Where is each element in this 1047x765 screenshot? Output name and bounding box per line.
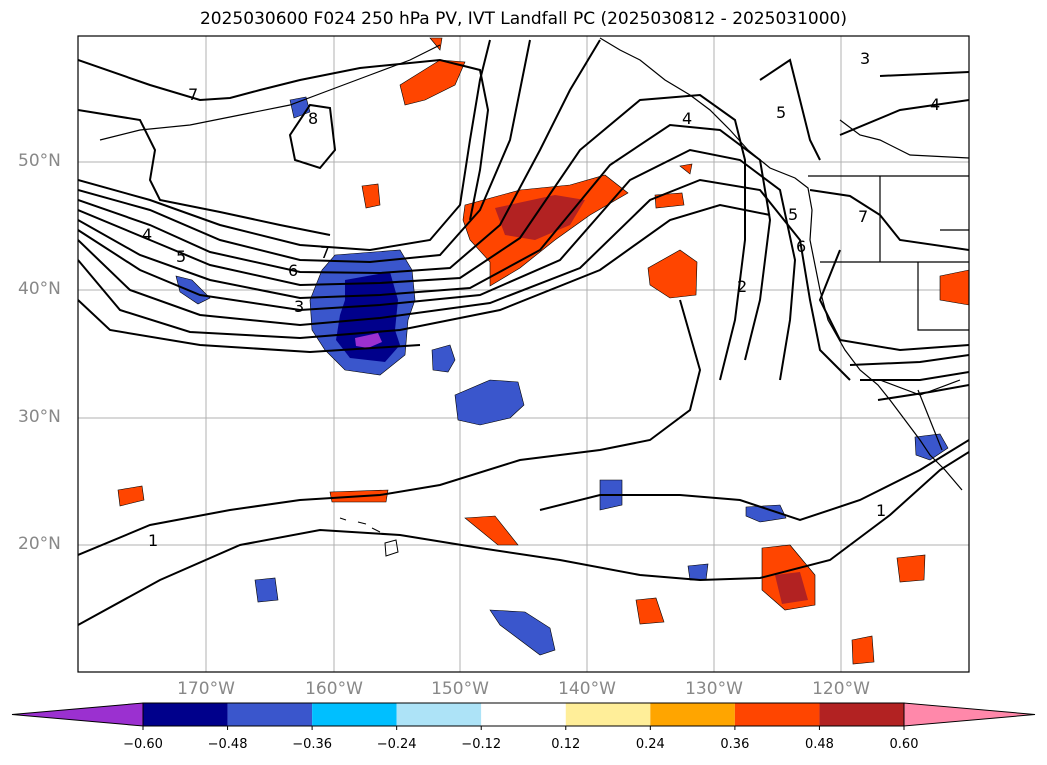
colorbar-tick-label: 0.48	[804, 737, 834, 752]
coastlines	[99, 37, 969, 491]
contour-label: 8	[308, 109, 318, 128]
pv-negative-blob	[254, 577, 279, 603]
colorbar-bin	[481, 703, 566, 726]
contour-label: 5	[776, 103, 786, 122]
lon-label: 130°W	[685, 679, 743, 699]
lon-label: 170°W	[177, 679, 235, 699]
pv-negative-blob	[454, 379, 525, 426]
hawaiian-islands	[339, 517, 399, 557]
colorbar-bin	[819, 703, 904, 726]
contour-label: 4	[142, 225, 152, 244]
pv-positive-blob	[896, 554, 926, 583]
pv-positive-blob	[429, 37, 443, 51]
lat-label: 30°N	[18, 407, 61, 427]
contour-label: 1	[876, 501, 886, 520]
pv-positive-blob	[851, 635, 875, 665]
colorbar-extend-max	[903, 702, 1036, 727]
pv-positive-blob	[939, 269, 969, 306]
pv-positive-core	[495, 195, 585, 240]
colorbar-bin	[734, 703, 820, 726]
pv-positive-core	[775, 572, 808, 604]
colorbar-bin	[650, 703, 735, 726]
map-frame	[77, 35, 970, 673]
contour-labels: 7 8 4 5 7 6 3 4 5 2 1 1 3 5 6 7 4	[142, 49, 940, 550]
pv-negative-blob	[745, 504, 787, 523]
pv-positive-blob	[464, 515, 519, 546]
pv-anomaly-fills	[117, 37, 969, 665]
colorbar-tick-label: 0.60	[889, 737, 919, 752]
pv-positive-blob	[361, 183, 381, 209]
pv-positive-blob	[399, 59, 466, 106]
pv-positive-blob	[117, 485, 145, 507]
colorbar-tick-label: −0.60	[123, 737, 163, 752]
pv-negative-blob	[431, 344, 456, 373]
pv-negative-blob	[489, 609, 556, 656]
colorbar-tick-label: 0.36	[720, 737, 750, 752]
colorbar-frame	[142, 702, 905, 727]
contour-label: 5	[176, 247, 186, 266]
colorbar	[11, 702, 1036, 730]
colorbar-tick-label: −0.12	[461, 737, 502, 752]
lon-label: 120°W	[812, 679, 870, 699]
contour-label: 7	[188, 85, 198, 104]
pv-positive-blob	[654, 192, 685, 209]
pv-negative-blob	[687, 563, 709, 581]
contour-label: 3	[860, 49, 870, 68]
colorbar-tick-label: 0.24	[635, 737, 665, 752]
contour-label: 6	[288, 261, 298, 280]
contour-label: 2	[737, 277, 747, 296]
contour-label: 4	[682, 109, 692, 128]
colorbar-bin	[396, 703, 482, 726]
pv-positive-blob	[647, 249, 698, 299]
ivt-contours	[78, 39, 969, 626]
colorbar-extend-min	[11, 702, 144, 727]
contour-label: 7	[858, 207, 868, 226]
lat-label: 20°N	[18, 534, 61, 554]
lon-label: 160°W	[305, 679, 363, 699]
contour-label: 6	[796, 237, 806, 256]
colorbar-bin	[565, 703, 651, 726]
contour-label: 3	[294, 297, 304, 316]
contour-label: 4	[930, 95, 940, 114]
pv-negative-blob	[289, 96, 311, 119]
lon-label: 140°W	[558, 679, 616, 699]
pv-negative-blob	[175, 275, 211, 305]
gridlines	[78, 36, 969, 672]
colorbar-bin	[227, 703, 313, 726]
colorbar-tick-label: 0.12	[551, 737, 581, 752]
colorbar-tick-label: −0.48	[207, 737, 248, 752]
colorbar-tick-label: −0.24	[376, 737, 417, 752]
map-panel: 7 8 4 5 7 6 3 4 5 2 1 1 3 5 6 7 4	[77, 35, 970, 673]
map-title: 2025030600 F024 250 hPa PV, IVT Landfall…	[199, 9, 847, 29]
lat-label: 40°N	[18, 279, 61, 299]
lon-label: 150°W	[431, 679, 489, 699]
contour-label: 7	[320, 243, 330, 262]
contour-label: 1	[148, 531, 158, 550]
lat-label: 50°N	[18, 151, 61, 171]
pv-positive-blob	[679, 163, 693, 175]
contour-label: 5	[788, 205, 798, 224]
colorbar-bin	[312, 703, 397, 726]
colorbar-tick-label: −0.36	[292, 737, 333, 752]
colorbar-bin	[143, 703, 228, 726]
pv-strong-negative	[355, 333, 382, 348]
pv-positive-blob	[635, 597, 665, 625]
